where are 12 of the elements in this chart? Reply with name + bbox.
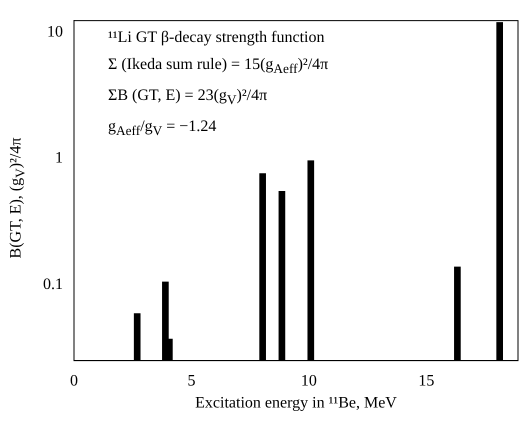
y-tick-label: 10 <box>47 24 63 41</box>
x-tick-label: 15 <box>418 372 434 390</box>
x-tick-label: 10 <box>300 372 317 390</box>
x-axis-title: Excitation energy in ¹¹Be, MeV <box>195 394 398 412</box>
annotation: Σ (Ikeda sum rule) = 15(g$_{Aeff}$)²/4π <box>108 55 328 78</box>
x-tick-label: 0 <box>70 372 78 390</box>
x-tick-label: 5 <box>187 372 196 390</box>
annotation: ¹¹Li GT β-decay strength function <box>108 28 326 48</box>
annotation: g$_{Aeff}$/g$_{V}$ = −1.24 <box>108 117 218 141</box>
y-tick-label: 0.1 <box>43 276 63 293</box>
y-tick-label: 1 <box>55 150 63 167</box>
annotation: ΣB (GT, E) = 23(g$_{V}$)²/4π <box>108 86 268 110</box>
